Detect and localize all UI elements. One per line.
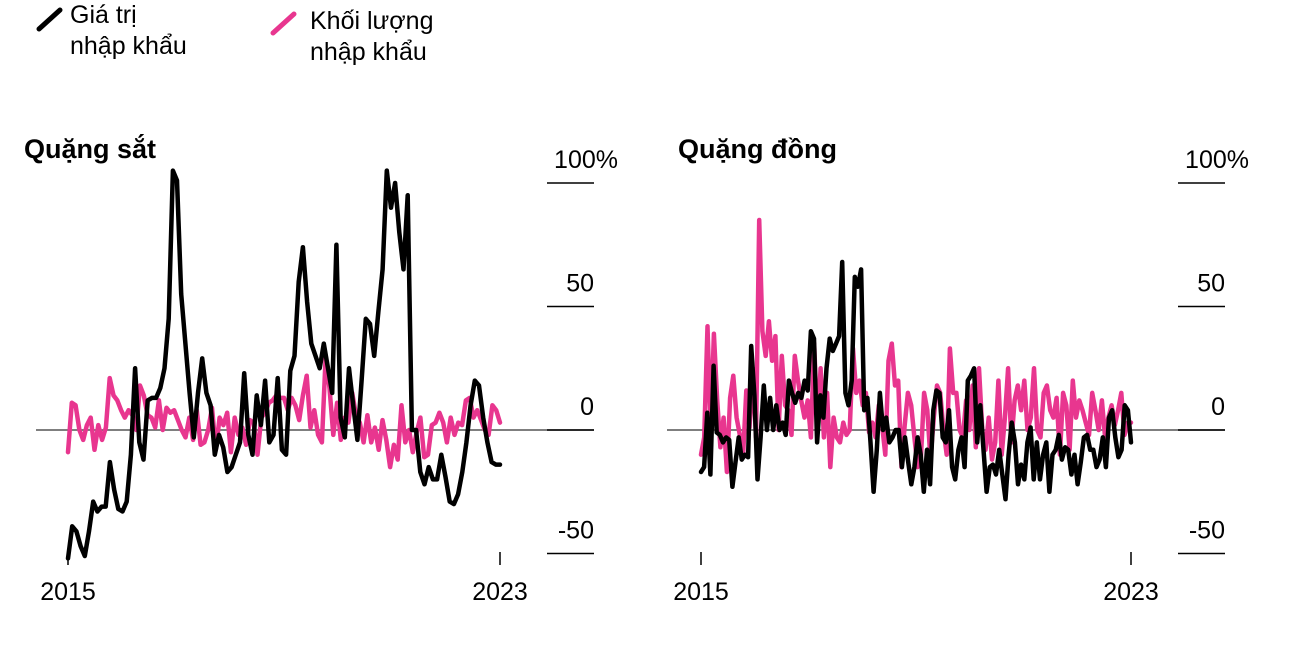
chart-title: Quặng đồng <box>678 134 837 164</box>
legend: Giá trị nhập khẩu Khối lượng nhập khẩu <box>0 0 560 80</box>
x-tick-label: 2015 <box>40 578 96 606</box>
legend-label-line1: Giá trị <box>70 1 137 29</box>
copper-ore-chart: Quặng đồng 100% 50 0 -50 2015 2023 <box>631 120 1271 640</box>
iron-ore-plot: 100% 50 0 -50 2015 2023 <box>36 146 618 606</box>
legend-item-value: Giá trị nhập khẩu <box>36 0 187 62</box>
legend-label-line1: Khối lượng <box>310 7 434 35</box>
pink-line-swatch-icon <box>270 11 297 36</box>
y-tick-label: 100% <box>554 146 618 174</box>
legend-label-line2: nhập khẩu <box>310 38 427 66</box>
y-tick-label: 50 <box>566 270 594 298</box>
chart-title: Quặng sắt <box>24 134 157 164</box>
y-tick-label: -50 <box>1189 517 1225 545</box>
y-tick-label: 100% <box>1185 146 1249 174</box>
series-volume-line <box>65 353 503 470</box>
series-volume-line <box>698 217 1134 475</box>
iron-ore-chart: Quặng sắt 100% 50 0 -50 2015 2023 <box>0 120 640 640</box>
series-value-line <box>65 168 503 561</box>
y-tick-label: 0 <box>1211 393 1225 421</box>
x-tick-label: 2023 <box>472 578 528 606</box>
legend-item-volume: Khối lượng nhập khẩu <box>270 6 433 68</box>
series-value-line <box>698 259 1134 502</box>
y-tick-label: 0 <box>580 393 594 421</box>
black-line-swatch-icon <box>36 7 63 32</box>
y-tick-label: -50 <box>558 517 594 545</box>
x-tick-label: 2015 <box>673 578 729 606</box>
copper-ore-plot: 100% 50 0 -50 2015 2023 <box>667 146 1249 606</box>
x-tick-label: 2023 <box>1103 578 1159 606</box>
y-tick-label: 50 <box>1197 270 1225 298</box>
legend-label-line2: nhập khẩu <box>70 32 187 60</box>
